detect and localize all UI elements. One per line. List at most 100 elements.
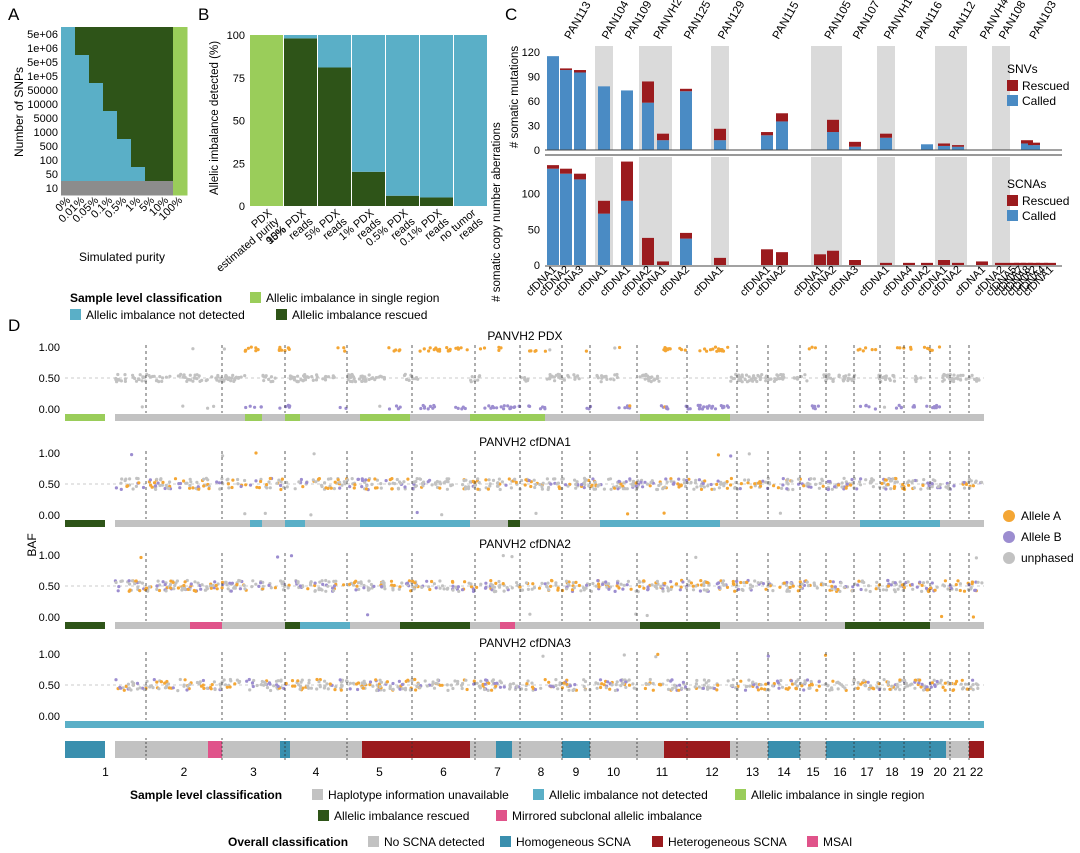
baf-point — [687, 579, 691, 583]
baf-point — [466, 487, 471, 491]
baf-point — [558, 486, 562, 491]
baf-point — [539, 686, 543, 690]
baf-point — [771, 589, 775, 593]
baf-point — [236, 482, 240, 486]
baf-point — [325, 682, 329, 686]
bar-snv-rescued — [1021, 140, 1033, 144]
baf-point — [135, 687, 140, 691]
heatmap-cell — [145, 69, 160, 84]
baf-point — [434, 482, 438, 486]
baf-point — [587, 484, 591, 488]
baf-point — [643, 480, 647, 484]
baf-point — [445, 487, 449, 491]
baf-point — [468, 480, 472, 484]
baf-point — [689, 480, 693, 485]
baf-point — [806, 584, 811, 588]
baf-point — [285, 480, 289, 485]
baf-ytick-label: 0.00 — [39, 404, 60, 416]
baf-point — [484, 678, 488, 682]
baf-point — [879, 379, 883, 384]
baf-point — [966, 588, 971, 592]
baf-point — [901, 588, 905, 593]
baf-point — [844, 486, 848, 490]
baf-point — [312, 452, 316, 456]
panel-a-ytick-label: 5e+05 — [27, 57, 58, 69]
ribbon-segment — [515, 622, 640, 629]
baf-point — [473, 483, 478, 487]
baf-ytick-label: 0.50 — [39, 373, 60, 385]
baf-point — [549, 584, 553, 589]
baf-point — [608, 585, 613, 589]
baf-point — [793, 682, 797, 686]
baf-point — [475, 585, 479, 590]
baf-point — [127, 589, 131, 593]
baf-point — [168, 374, 172, 378]
baf-point — [638, 375, 642, 379]
baf-point — [459, 346, 463, 350]
baf-point — [836, 687, 840, 691]
heatmap-cell — [75, 41, 90, 56]
baf-point — [648, 677, 652, 682]
bar-b — [284, 38, 317, 206]
baf-point — [698, 589, 703, 593]
baf-point — [230, 485, 234, 490]
baf-point — [450, 483, 454, 487]
baf-point — [188, 477, 192, 481]
baf-point — [538, 407, 543, 411]
ribbon-segment — [470, 520, 508, 527]
heatmap-cell — [117, 27, 132, 42]
baf-point — [438, 579, 442, 583]
baf-point — [726, 345, 730, 349]
baf-point — [858, 480, 862, 484]
baf-point — [655, 487, 659, 492]
baf-point — [206, 406, 210, 410]
bar-scna-rescued — [598, 200, 610, 214]
baf-point — [677, 477, 681, 481]
baf-point — [607, 587, 611, 591]
bar-snv-called — [657, 140, 669, 150]
baf-point — [577, 377, 581, 381]
baf-point — [896, 685, 900, 689]
baf-point — [487, 478, 491, 482]
heatmap-cell — [159, 181, 174, 196]
baf-point — [852, 677, 856, 682]
baf-point — [893, 687, 898, 691]
baf-point — [348, 687, 352, 691]
baf-point — [867, 584, 871, 588]
baf-point — [738, 487, 742, 491]
baf-point — [785, 580, 789, 585]
heatmap-cell — [131, 153, 146, 168]
baf-point — [526, 379, 530, 383]
baf-point — [790, 479, 794, 483]
bar-b — [318, 67, 351, 207]
baf-point — [352, 486, 356, 490]
chromosome-label: 10 — [607, 765, 621, 779]
baf-point — [930, 348, 934, 352]
baf-point — [948, 373, 952, 377]
baf-point — [405, 377, 409, 382]
baf-point — [702, 583, 706, 588]
baf-point — [413, 581, 417, 585]
baf-point — [327, 375, 331, 379]
baf-point — [655, 374, 660, 378]
baf-point — [735, 687, 740, 691]
baf-point — [745, 684, 749, 688]
panel-b-ytick-label: 100 — [227, 30, 245, 42]
heatmap-cell — [173, 139, 188, 154]
baf-point — [882, 678, 886, 682]
legend-b-swatch-rescued — [276, 309, 287, 320]
baf-point — [899, 405, 904, 409]
baf-point — [764, 376, 768, 380]
legend-snv-swatch-rescued — [1007, 80, 1018, 91]
baf-point — [132, 681, 136, 685]
baf-point — [828, 479, 832, 484]
baf-point — [197, 374, 201, 378]
baf-point — [478, 347, 483, 351]
baf-point — [850, 477, 854, 482]
baf-point — [756, 581, 760, 585]
bar-snv-called — [1028, 145, 1040, 150]
bar-scna-rescued — [560, 168, 572, 174]
baf-point — [547, 680, 551, 684]
